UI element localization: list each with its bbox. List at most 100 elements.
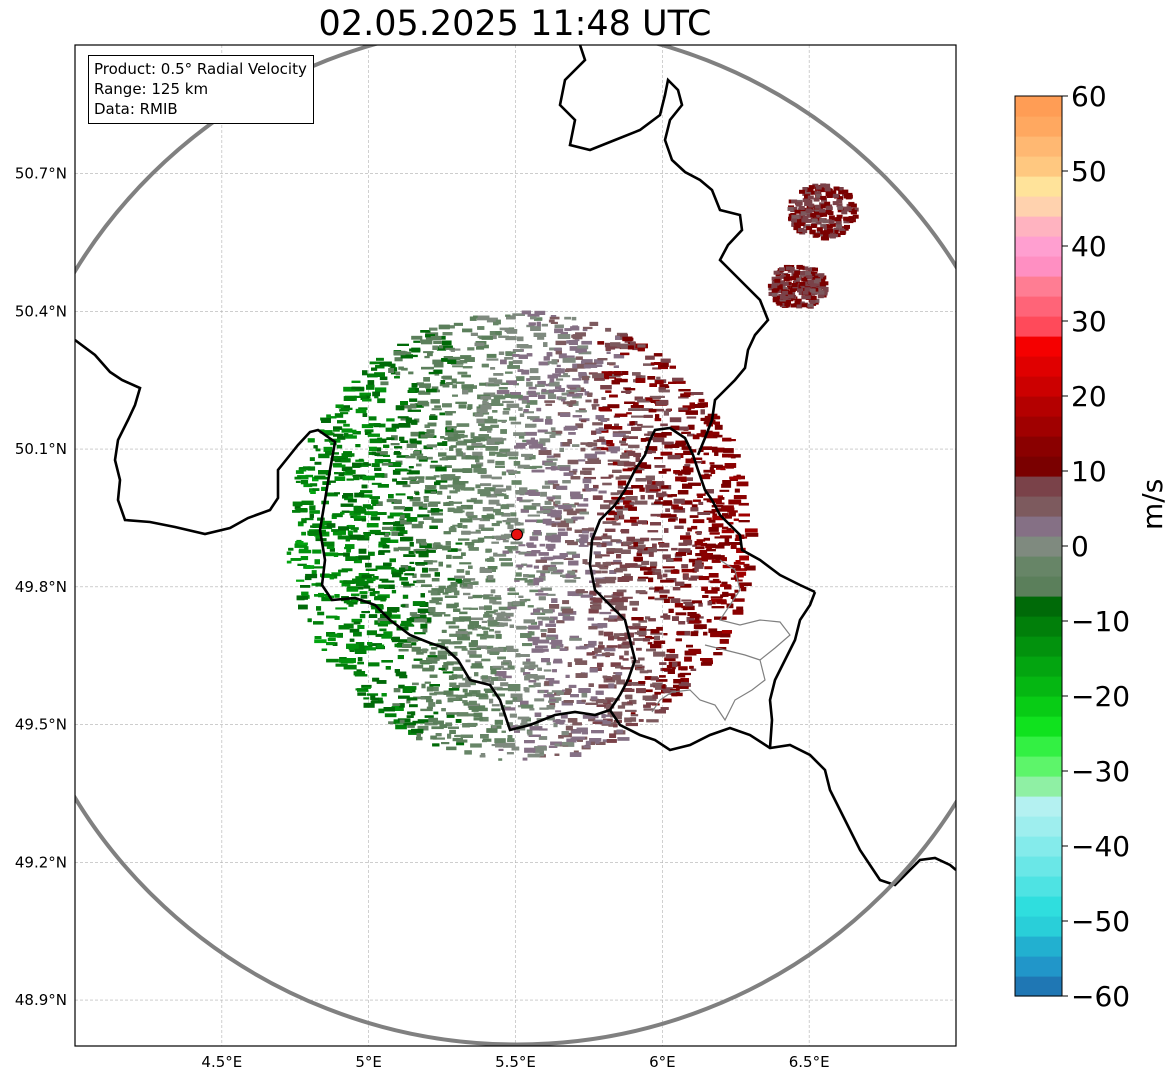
- echo-gate: [297, 563, 307, 566]
- echo-gate: [629, 600, 639, 606]
- echo-gate: [626, 450, 636, 456]
- echo-gate: [383, 631, 393, 636]
- echo-gate: [554, 743, 560, 747]
- echo-gate: [602, 562, 611, 566]
- echo-gate: [392, 703, 401, 706]
- echo-gate: [371, 463, 380, 467]
- echo-gate: [447, 484, 459, 488]
- echo-gate: [369, 361, 380, 365]
- echo-gate: [372, 591, 380, 594]
- echo-gate: [640, 465, 648, 469]
- echo-gate: [542, 565, 550, 571]
- echo-gate: [690, 392, 704, 395]
- echo-gate: [486, 493, 498, 498]
- echo-gate: [539, 751, 544, 756]
- echo-gate: [334, 492, 340, 495]
- echo-gate: [527, 582, 535, 586]
- echo-gate: [610, 448, 618, 454]
- echo-gate: [652, 367, 662, 370]
- echo-gate: [662, 698, 672, 703]
- echo-gate: [321, 596, 332, 602]
- echo-gate: [700, 417, 706, 421]
- echo-gate: [491, 725, 497, 731]
- echo-gate: [641, 408, 653, 411]
- echo-gate: [294, 504, 301, 510]
- echo-gate: [558, 368, 565, 374]
- echo-gate: [455, 578, 462, 584]
- echo-gate: [654, 691, 661, 695]
- echo-gate: [464, 723, 477, 727]
- echo-gate: [650, 644, 662, 649]
- echo-gate: [482, 507, 494, 512]
- echo-gate: [652, 543, 657, 548]
- echo-gate: [593, 398, 599, 404]
- echo-gate: [518, 551, 531, 555]
- echo-gate: [479, 716, 489, 722]
- echo-gate: [315, 533, 321, 539]
- echo-gate: [507, 665, 515, 670]
- echo-gate: [631, 617, 644, 621]
- echo-gate: [400, 354, 413, 359]
- echo-gate: [606, 517, 619, 521]
- echo-gate: [321, 486, 327, 491]
- echo-gate: [533, 565, 539, 569]
- echo-gate: [432, 345, 438, 350]
- echo-gate: [700, 429, 706, 435]
- echo-gate: [499, 449, 510, 452]
- echo-gate: [491, 523, 500, 527]
- echo-gate: [420, 696, 432, 700]
- echo-gate: [452, 430, 465, 433]
- echo-gate: [545, 383, 550, 387]
- echo-gate: [530, 437, 535, 443]
- echo-gate: [610, 539, 621, 543]
- echo-gate: [664, 569, 677, 573]
- echo-gate: [290, 558, 302, 561]
- echo-gate: [447, 697, 454, 703]
- echo-gate: [562, 357, 576, 363]
- echo-gate: [442, 383, 450, 388]
- echo-gate: [558, 735, 564, 739]
- echo-gate: [690, 668, 697, 671]
- echo-gate: [673, 508, 686, 513]
- echo-gate: [402, 594, 409, 599]
- echo-gate: [533, 749, 544, 753]
- echo-gate: [634, 538, 645, 543]
- echo-gate: [643, 571, 655, 575]
- echo-gate: [409, 704, 418, 708]
- echo-gate: [616, 378, 628, 383]
- echo-gate: [740, 586, 747, 592]
- echo-gate: [422, 567, 428, 573]
- echo-gate: [581, 732, 588, 735]
- echo-gate: [298, 549, 312, 554]
- echo-gate: [678, 470, 683, 476]
- echo-gate: [575, 660, 588, 665]
- echo-gate: [662, 566, 675, 569]
- echo-gate: [643, 414, 653, 418]
- echo-gate: [695, 560, 702, 565]
- echo-gate: [559, 553, 568, 557]
- echo-gate: [629, 502, 642, 505]
- echo-gate: [607, 372, 621, 378]
- echo-gate: [533, 332, 547, 337]
- echo-gate: [449, 633, 462, 637]
- echo-gate: [570, 694, 579, 698]
- echo-gate: [703, 469, 712, 473]
- echo-gate: [626, 412, 632, 415]
- echo-gate: [375, 365, 385, 369]
- echo-gate: [650, 522, 661, 526]
- echo-gate: [689, 515, 699, 518]
- echo-gate: [666, 649, 671, 653]
- echo-gate: [495, 617, 509, 622]
- echo-gate: [680, 678, 689, 683]
- echo-gate: [603, 617, 615, 621]
- echo-gate: [516, 625, 527, 630]
- echo-gate: [594, 583, 600, 588]
- echo-gate: [490, 367, 496, 370]
- echo-gate: [341, 510, 350, 513]
- echo-gate: [391, 569, 404, 575]
- echo-gate: [554, 347, 562, 351]
- echo-gate: [522, 643, 533, 647]
- echo-gate: [480, 404, 492, 410]
- echo-gate: [347, 530, 353, 535]
- echo-gate: [652, 572, 662, 575]
